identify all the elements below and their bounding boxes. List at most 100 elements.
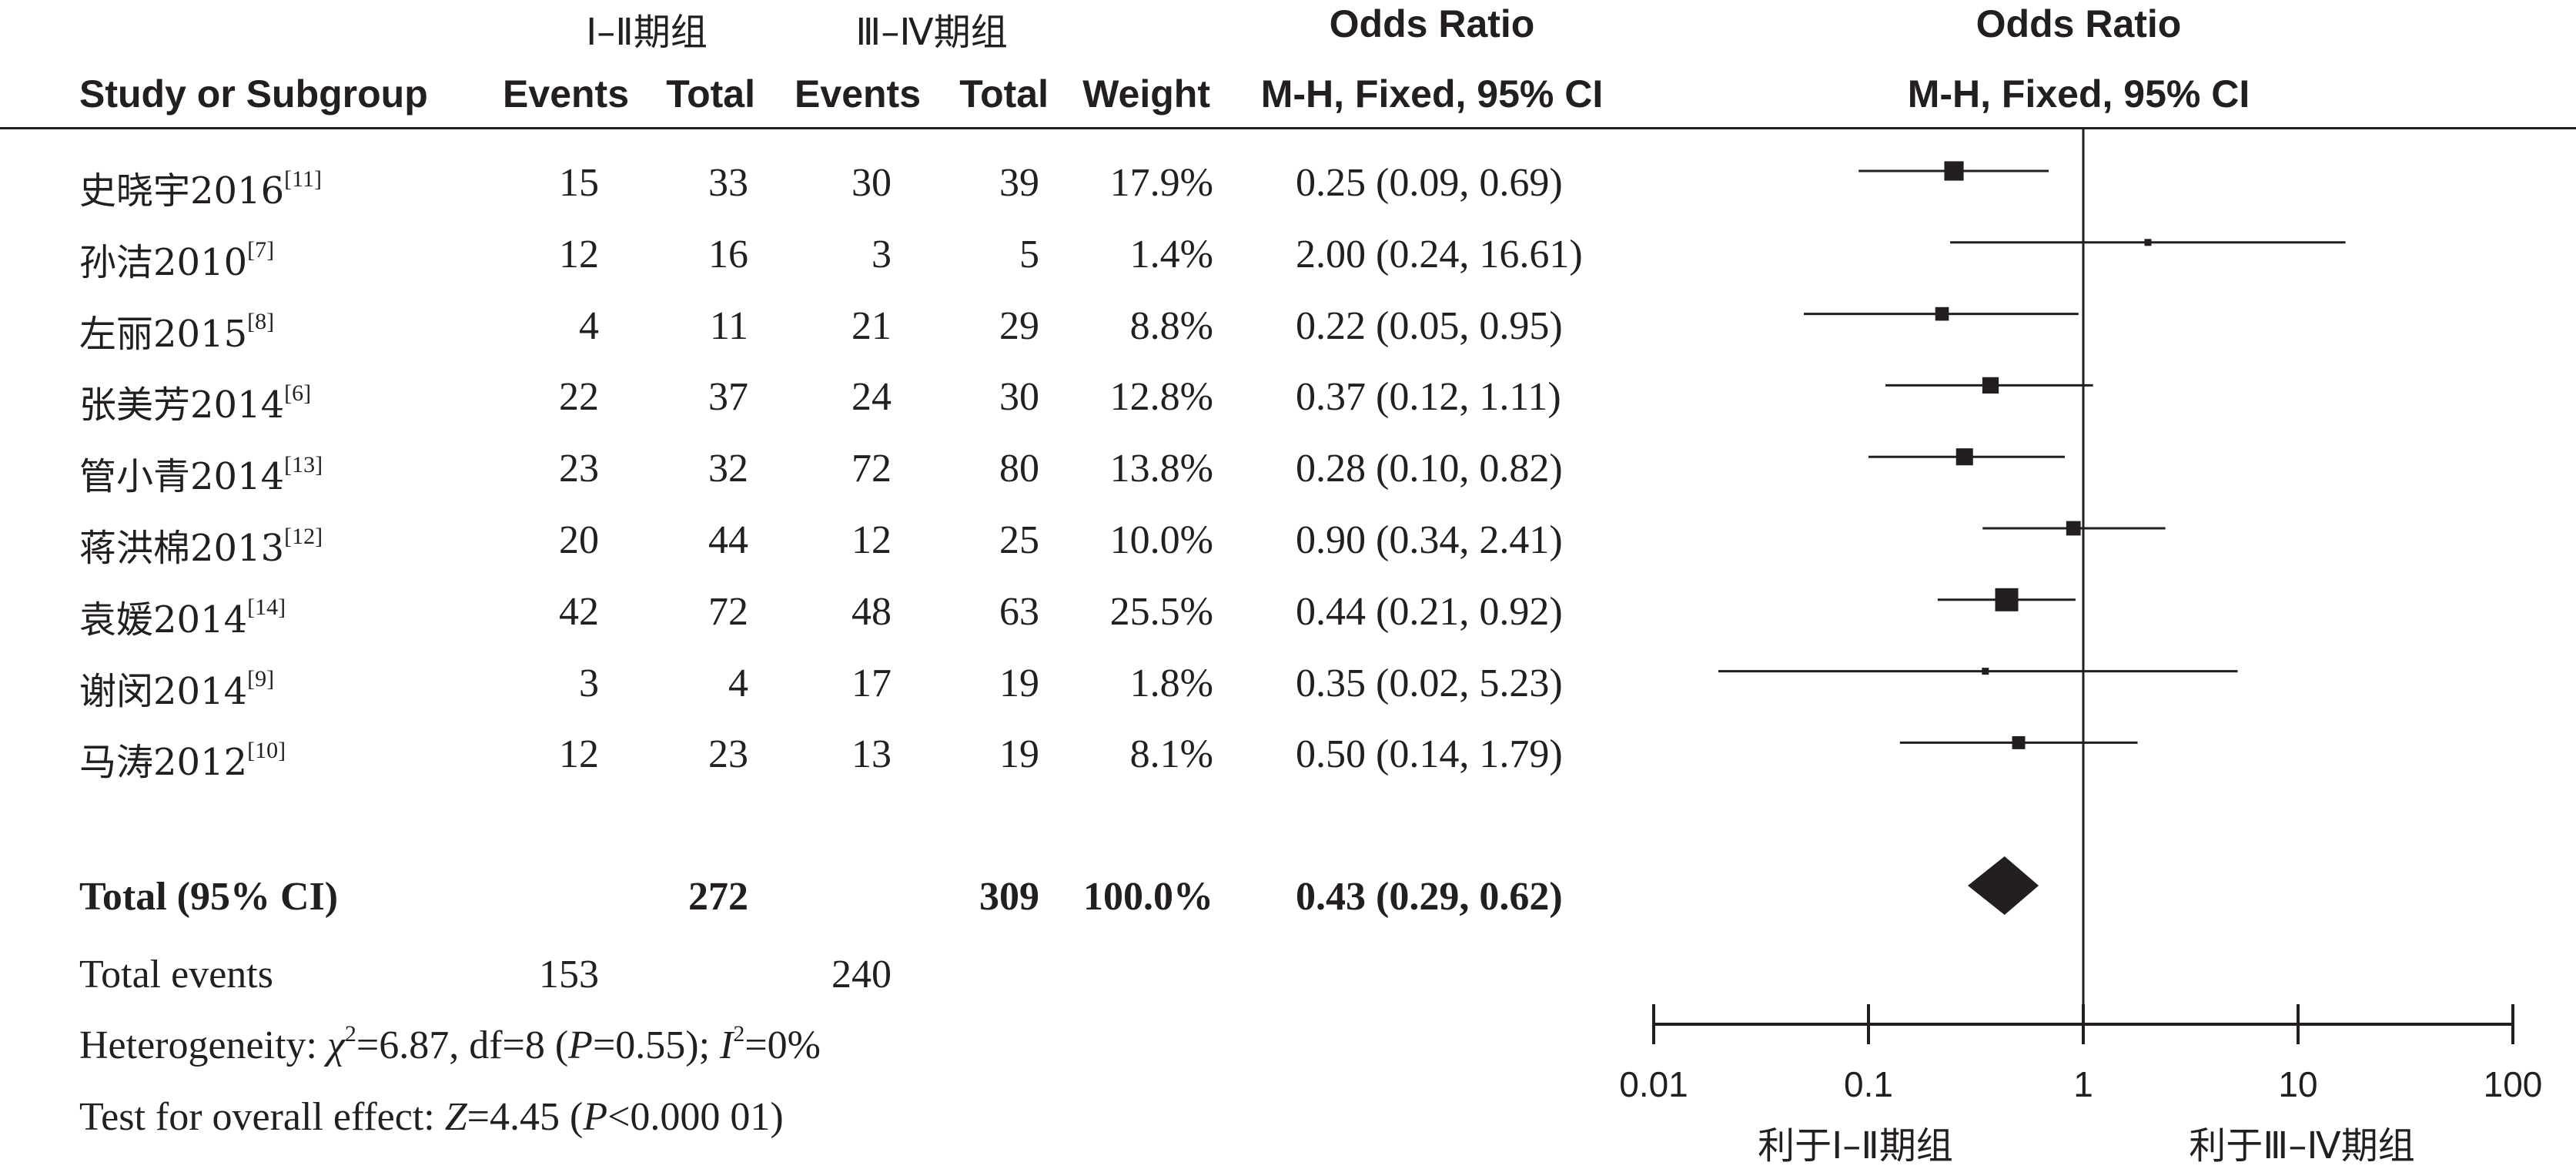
events1-cell: 20	[559, 518, 599, 562]
ci-cell: 0.90 (0.34, 2.41)	[1296, 518, 1563, 562]
study-ref: [8]	[247, 309, 275, 335]
total-ci: 0.43 (0.29, 0.62)	[1296, 875, 1563, 919]
x-tick-label: 0.01	[1619, 1064, 1688, 1104]
events2-cell: 17	[851, 661, 892, 705]
events1-cell: 4	[579, 303, 599, 348]
events1-cell: 12	[559, 732, 599, 777]
overall-effect-label: Test for overall effect:	[79, 1095, 445, 1139]
study-name: 管小青2014[13]	[79, 446, 323, 500]
study-name: 史晓宇2016[11]	[79, 160, 322, 214]
events1-cell: 42	[559, 589, 599, 634]
heterogeneity-chi-sup: 2	[344, 1020, 356, 1047]
heterogeneity-p: P	[568, 1023, 593, 1067]
study-ref: [12]	[284, 523, 323, 549]
total-weight: 100.0%	[1083, 875, 1213, 919]
events1-cell: 23	[559, 447, 599, 491]
total2-cell: 30	[999, 375, 1039, 420]
heterogeneity-i: I	[720, 1023, 734, 1067]
total-total2: 309	[979, 875, 1039, 919]
total2-cell: 19	[999, 661, 1039, 705]
events2-cell: 12	[851, 518, 892, 562]
x-tick-label: 1	[2073, 1064, 2093, 1104]
total1-cell: 33	[708, 161, 748, 205]
events2-cell: 3	[871, 232, 892, 276]
heterogeneity-i-sup: 2	[733, 1020, 745, 1047]
study-name: 孙洁2010[7]	[79, 232, 274, 286]
overall-effect-z: Z	[444, 1095, 467, 1139]
study-name-text: 蒋洪棉2013	[79, 527, 285, 570]
study-ref: [7]	[247, 237, 275, 263]
point-estimate	[2012, 735, 2026, 749]
ci-cell: 0.25 (0.09, 0.69)	[1296, 161, 1563, 205]
events1-cell: 3	[579, 661, 599, 705]
study-name: 左丽2015[8]	[79, 303, 274, 357]
point-estimate	[2066, 521, 2081, 536]
events2-cell: 72	[851, 447, 892, 491]
study-ref: [13]	[284, 451, 323, 477]
col-total1: Total	[666, 72, 755, 116]
study-name-text: 谢闵2014	[79, 669, 248, 713]
heterogeneity-chi-val: =6.87, df=8 (	[356, 1023, 569, 1067]
total-label: Total (95% CI)	[79, 875, 339, 919]
study-ref: [14]	[247, 595, 286, 621]
events1-cell: 22	[559, 375, 599, 420]
col-study: Study or Subgroup	[79, 72, 428, 116]
total2-cell: 39	[999, 161, 1039, 205]
point-estimate	[1995, 588, 2019, 611]
weight-cell: 13.8%	[1109, 447, 1213, 491]
x-tick-label: 0.1	[1844, 1064, 1893, 1104]
total2-cell: 80	[999, 447, 1039, 491]
study-name: 蒋洪棉2013[12]	[79, 518, 323, 571]
x-tick-label: 10	[2278, 1064, 2317, 1104]
header-rule	[0, 127, 2576, 129]
events1-cell: 12	[559, 232, 599, 276]
favours-left: 利于Ⅰ–Ⅱ期组	[1758, 1124, 1953, 1167]
heterogeneity-chi: χ	[326, 1023, 345, 1067]
total1-cell: 37	[708, 375, 748, 420]
col-weight: Weight	[1082, 72, 1210, 116]
heterogeneity-i-val: =0%	[744, 1023, 821, 1067]
study-ref: [9]	[247, 666, 275, 692]
ci-cell: 0.28 (0.10, 0.82)	[1296, 447, 1563, 491]
total-events-label: Total events	[79, 953, 273, 996]
weight-cell: 1.4%	[1129, 232, 1213, 276]
study-name-text: 管小青2014	[79, 455, 285, 499]
plot-method: M-H, Fixed, 95% CI	[1907, 72, 2250, 116]
study-ref: [10]	[247, 738, 286, 764]
point-estimate	[1955, 448, 1973, 466]
group2-header: Ⅲ–Ⅳ期组	[855, 11, 1008, 54]
total1-cell: 72	[708, 589, 748, 634]
point-estimate	[1935, 306, 1949, 321]
heterogeneity-p-val: =0.55);	[592, 1023, 721, 1067]
favours-right: 利于Ⅲ–Ⅳ期组	[2189, 1124, 2415, 1167]
col-or-method: M-H, Fixed, 95% CI	[1260, 72, 1604, 116]
total-events2: 240	[831, 953, 892, 996]
study-name-text: 张美芳2014	[79, 384, 285, 427]
total2-cell: 25	[999, 518, 1039, 562]
ci-cell: 0.22 (0.05, 0.95)	[1296, 303, 1563, 348]
heterogeneity: Heterogeneity: χ2=6.87, df=8 (P=0.55); I…	[79, 1020, 821, 1068]
study-name-text: 左丽2015	[79, 312, 248, 356]
overall-effect-p: P	[583, 1095, 608, 1139]
plot-title: Odds Ratio	[1975, 2, 2182, 45]
total-diamond	[1968, 856, 2039, 915]
total1-cell: 16	[708, 232, 748, 276]
study-ref: [6]	[284, 380, 312, 407]
study-name: 袁媛2014[14]	[79, 589, 286, 643]
or-title: Odds Ratio	[1329, 2, 1535, 45]
events1-cell: 15	[559, 161, 599, 205]
study-name: 张美芳2014[6]	[79, 374, 311, 428]
total2-cell: 5	[1019, 232, 1039, 276]
study-name: 马涛2012[10]	[79, 732, 286, 785]
overall-effect: Test for overall effect: Z=4.45 (P<0.000…	[79, 1094, 784, 1140]
point-estimate	[1982, 377, 1999, 394]
weight-cell: 8.8%	[1129, 303, 1213, 348]
weight-cell: 1.8%	[1129, 661, 1213, 705]
events2-cell: 30	[851, 161, 892, 205]
total-events1: 153	[539, 953, 599, 996]
study-name-text: 史晓宇2016	[79, 169, 285, 213]
total1-cell: 32	[708, 447, 748, 491]
events2-cell: 48	[851, 589, 892, 634]
study-name: 谢闵2014[9]	[79, 661, 274, 715]
